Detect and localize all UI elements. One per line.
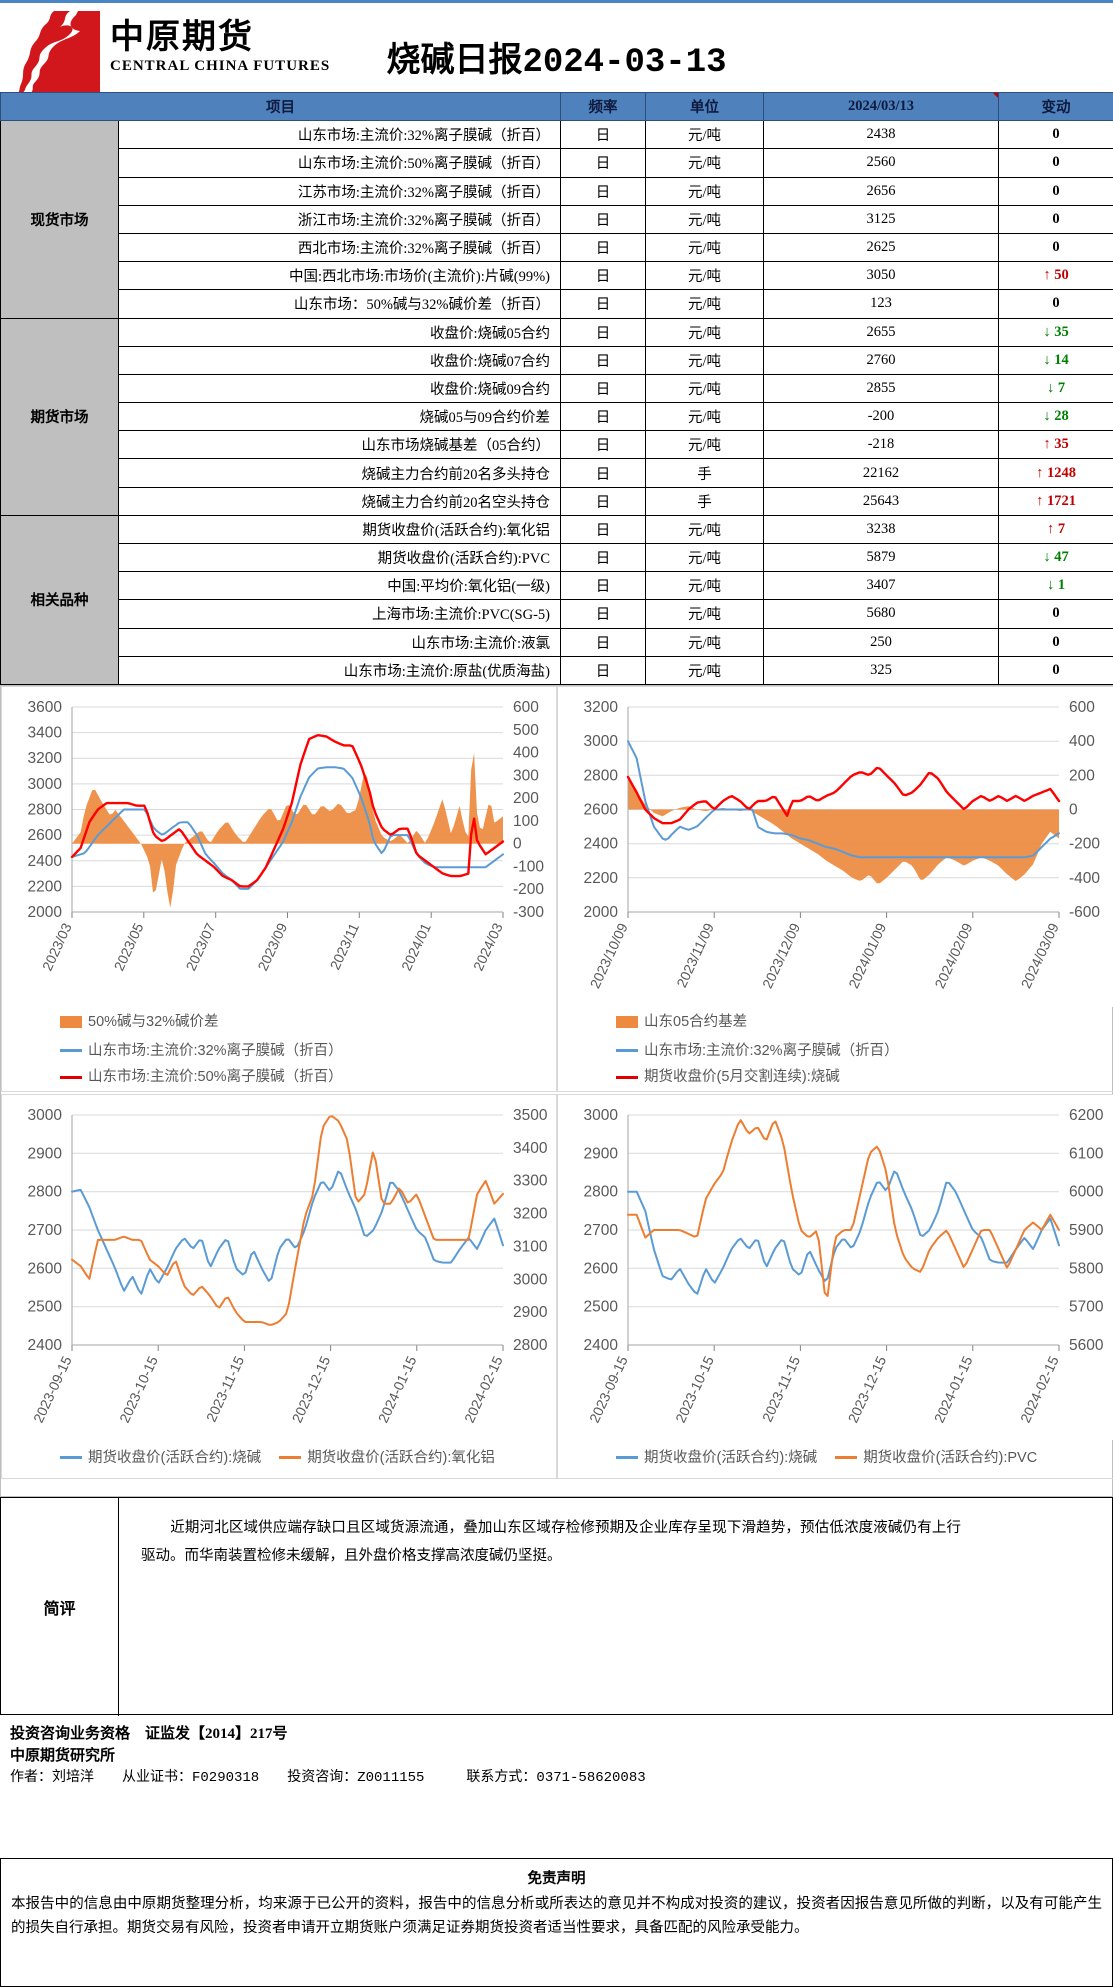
svg-text:3200: 3200 [513,1206,548,1223]
svg-text:2000: 2000 [28,904,63,921]
svg-text:6100: 6100 [1069,1145,1104,1162]
svg-text:-300: -300 [513,904,544,921]
svg-text:3400: 3400 [28,725,63,742]
svg-text:500: 500 [513,722,539,739]
svg-text:2800: 2800 [28,802,63,819]
svg-text:100: 100 [513,813,539,830]
svg-text:3000: 3000 [28,776,63,793]
svg-text:5900: 5900 [1069,1222,1104,1239]
svg-text:2800: 2800 [513,1337,548,1354]
svg-text:3200: 3200 [584,699,619,716]
svg-text:400: 400 [513,745,539,762]
svg-text:6000: 6000 [1069,1184,1104,1201]
svg-text:2800: 2800 [584,1184,619,1201]
svg-text:200: 200 [513,790,539,807]
svg-text:200: 200 [1069,767,1095,784]
svg-text:3100: 3100 [513,1238,548,1255]
svg-text:2200: 2200 [584,870,619,887]
svg-text:-200: -200 [513,881,544,898]
svg-text:2900: 2900 [584,1145,619,1162]
svg-text:2900: 2900 [28,1145,63,1162]
svg-text:600: 600 [1069,699,1095,716]
svg-text:-600: -600 [1069,904,1100,921]
svg-text:3000: 3000 [28,1107,63,1124]
svg-text:2600: 2600 [28,1260,63,1277]
svg-text:2600: 2600 [28,827,63,844]
svg-text:2400: 2400 [584,1337,619,1354]
svg-text:2700: 2700 [28,1222,63,1239]
svg-text:2400: 2400 [584,836,619,853]
svg-text:-100: -100 [513,858,544,875]
svg-text:3600: 3600 [28,699,63,716]
svg-text:2000: 2000 [584,904,619,921]
svg-text:3300: 3300 [513,1173,548,1190]
svg-text:300: 300 [513,767,539,784]
svg-text:2500: 2500 [584,1299,619,1316]
svg-text:-400: -400 [1069,870,1100,887]
svg-text:2400: 2400 [28,1337,63,1354]
svg-text:2900: 2900 [513,1304,548,1321]
svg-text:2700: 2700 [584,1222,619,1239]
svg-text:600: 600 [513,699,539,716]
svg-text:-200: -200 [1069,836,1100,853]
svg-text:3000: 3000 [584,1107,619,1124]
svg-text:3000: 3000 [584,733,619,750]
svg-text:2600: 2600 [584,802,619,819]
svg-text:5800: 5800 [1069,1260,1104,1277]
svg-text:2500: 2500 [28,1299,63,1316]
svg-text:0: 0 [513,836,522,853]
svg-text:2800: 2800 [28,1184,63,1201]
svg-text:5600: 5600 [1069,1337,1104,1354]
svg-text:2800: 2800 [584,767,619,784]
svg-text:2200: 2200 [28,878,63,895]
svg-text:2600: 2600 [584,1260,619,1277]
svg-text:3500: 3500 [513,1107,548,1124]
svg-text:6200: 6200 [1069,1107,1104,1124]
svg-text:3000: 3000 [513,1271,548,1288]
svg-text:400: 400 [1069,733,1095,750]
svg-text:2400: 2400 [28,853,63,870]
svg-text:3200: 3200 [28,750,63,767]
svg-text:3400: 3400 [513,1140,548,1157]
svg-text:0: 0 [1069,802,1078,819]
svg-text:5700: 5700 [1069,1299,1104,1316]
